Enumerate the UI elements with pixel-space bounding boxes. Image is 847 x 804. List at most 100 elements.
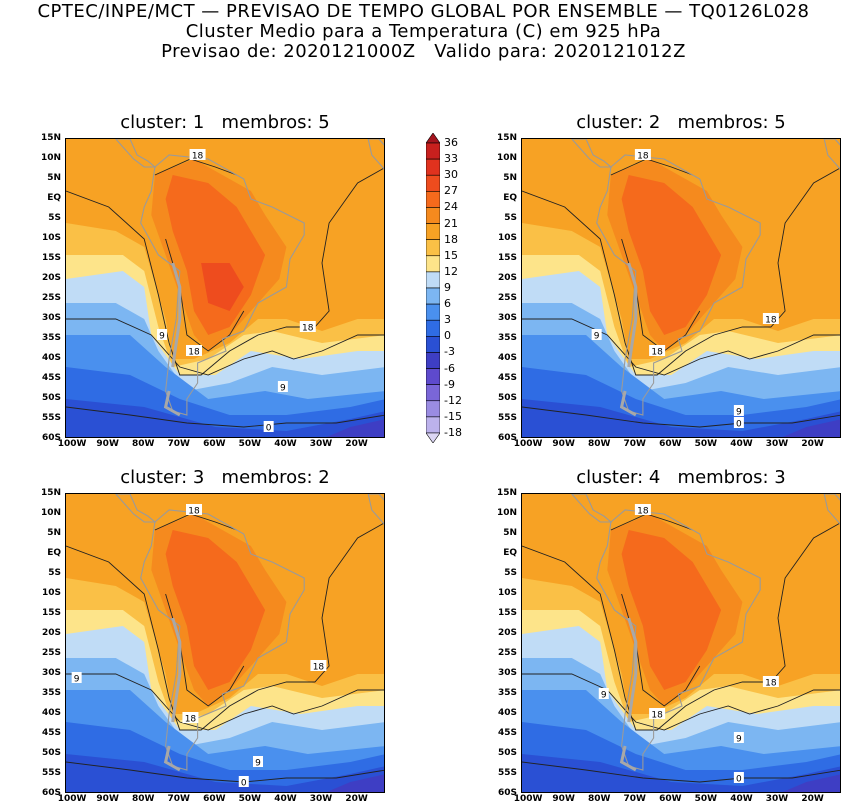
lat-tick-label: 60S — [497, 433, 517, 443]
colorbar-swatch — [425, 158, 441, 176]
colorbar-label: -12 — [444, 393, 462, 407]
colorbar-label: -15 — [444, 409, 462, 423]
colorbar-label: 36 — [444, 136, 458, 149]
lon-tick-label: 60W — [203, 439, 226, 449]
lat-tick-label: 60S — [41, 433, 61, 443]
lon-tick-label: 20W — [345, 439, 368, 449]
contour-label-bg — [762, 313, 779, 324]
land-outline-africa — [823, 139, 840, 170]
colorbar-label: 21 — [444, 216, 458, 230]
contour-label-bg — [649, 708, 666, 719]
lat-tick-label: 45S — [497, 728, 517, 738]
temperature-band — [782, 419, 840, 437]
lat-tick-label: 45S — [41, 373, 61, 383]
temperature-band — [326, 774, 384, 792]
warm-core — [165, 175, 266, 335]
colorbar-swatch — [425, 400, 441, 418]
warm-core — [621, 175, 722, 335]
lat-tick-label: 60S — [41, 788, 61, 798]
warm-core — [621, 530, 722, 690]
contour-label-bg — [253, 756, 263, 767]
contour-label-text: 0 — [241, 779, 247, 789]
temperature-band — [782, 774, 840, 792]
lon-tick-label: 60W — [659, 794, 682, 804]
contour-label-bg — [634, 504, 651, 515]
lat-tick-label: 25S — [41, 648, 61, 658]
patagonia-relief — [619, 390, 637, 417]
map-panel-1: 18 18 9 18 9 0 — [65, 138, 385, 438]
contour-label: 18 — [310, 660, 327, 673]
warm-core — [165, 530, 266, 690]
contour-label-text: 0 — [736, 420, 742, 430]
lat-tick-label: 35S — [497, 333, 517, 343]
lat-tick-label: 20S — [41, 628, 61, 638]
contour-label: 0 — [238, 776, 249, 789]
contour-label-bg — [634, 149, 651, 160]
lon-tick-label: 50W — [238, 439, 262, 449]
contour-9 — [66, 318, 384, 376]
contour-label: 18 — [649, 708, 666, 721]
contour-label: 9 — [591, 329, 602, 342]
lon-tick-label: 20W — [801, 439, 824, 449]
colorbar-swatch — [425, 255, 441, 273]
colorbar-swatch — [425, 303, 441, 321]
lon-tick-label: 40W — [730, 439, 753, 449]
contour-label: 0 — [733, 417, 744, 430]
land-outline-central-america — [115, 494, 157, 523]
lon-tick-label: 100W — [513, 794, 543, 804]
contour-label-bg — [310, 660, 327, 671]
colorbar-label: 33 — [444, 152, 458, 166]
contour-label-text: 18 — [313, 663, 325, 673]
contour-label-bg — [598, 688, 609, 699]
contour-label: 0 — [263, 421, 274, 434]
map-panel-3: 18 18 9 18 9 0 — [65, 493, 385, 793]
colorbar-bottom-arrow — [425, 432, 441, 444]
lon-tick-label: 80W — [587, 794, 611, 804]
andes-relief — [627, 617, 638, 723]
contour-18 — [522, 522, 840, 731]
lat-tick-label: 50S — [41, 393, 61, 403]
land-outline-central-america — [115, 139, 157, 168]
land-outline-south-america — [596, 154, 761, 416]
contour-label: 18 — [186, 504, 202, 517]
contour-18 — [522, 167, 840, 376]
colorbar-label: 15 — [444, 248, 458, 262]
lat-tick-label: 55S — [41, 768, 61, 778]
colorbar-swatch — [425, 384, 441, 402]
lat-tick-label: 10N — [496, 508, 517, 518]
colorbar-swatch — [425, 239, 441, 257]
contour-label-text: 9 — [594, 332, 600, 342]
lat-tick-label: 5N — [47, 528, 61, 538]
lat-tick-label: 50S — [41, 748, 61, 758]
colorbar-label: 24 — [444, 200, 458, 214]
colorbar-label: -9 — [444, 377, 455, 391]
contour-label-bg — [186, 345, 202, 356]
lat-tick-label: 30S — [497, 313, 517, 323]
contour-label-text: 0 — [736, 775, 742, 785]
contour-label-bg — [189, 149, 206, 160]
contour-label-text: 18 — [188, 348, 200, 358]
colorbar-label: -3 — [444, 345, 455, 359]
andes-relief — [627, 262, 638, 368]
lon-tick-label: 100W — [57, 439, 87, 449]
contour-0 — [522, 761, 840, 783]
lat-tick-label: 20S — [497, 628, 517, 638]
contour-label: 9 — [157, 329, 167, 342]
contour-label: 18 — [182, 712, 199, 725]
colorbar-swatch — [425, 368, 441, 385]
lat-tick-label: 15S — [41, 253, 61, 263]
colorbar-label: 9 — [444, 281, 451, 294]
contour-label: 18 — [649, 345, 666, 358]
contour-0 — [66, 406, 384, 428]
lat-tick-label: 15N — [496, 488, 517, 498]
contour-label-bg — [591, 329, 602, 340]
header-line-2: Cluster Medio para a Temperatura (C) em … — [185, 21, 662, 42]
contour-label-text: 9 — [74, 675, 80, 685]
lon-tick-label: 70W — [623, 794, 646, 804]
hot-core — [201, 263, 244, 311]
contour-label: 9 — [71, 672, 82, 685]
land-outline-africa — [367, 494, 384, 525]
land-outline-south-america — [140, 154, 305, 416]
contour-label-text: 18 — [651, 348, 663, 358]
